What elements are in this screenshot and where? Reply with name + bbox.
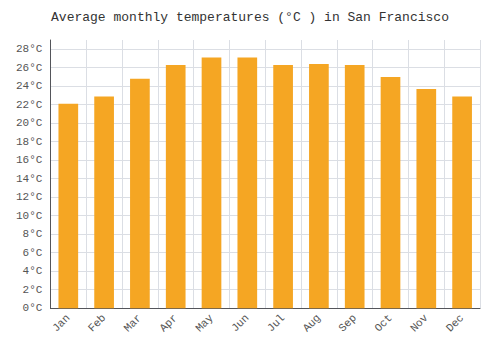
svg-text:Nov: Nov — [408, 312, 431, 335]
svg-text:18°C: 18°C — [16, 136, 43, 148]
svg-text:4°C: 4°C — [23, 265, 43, 277]
svg-text:22°C: 22°C — [16, 99, 43, 111]
svg-text:Jul: Jul — [265, 312, 287, 334]
svg-text:Dec: Dec — [444, 312, 466, 334]
svg-text:14°C: 14°C — [16, 173, 43, 185]
svg-text:Aug: Aug — [301, 312, 323, 334]
svg-text:Jun: Jun — [229, 312, 251, 334]
svg-text:Feb: Feb — [86, 312, 108, 334]
svg-text:12°C: 12°C — [16, 191, 43, 203]
svg-text:Sep: Sep — [336, 312, 358, 334]
svg-text:0°C: 0°C — [23, 302, 43, 314]
svg-text:10°C: 10°C — [16, 210, 43, 222]
svg-text:Oct: Oct — [372, 312, 394, 334]
svg-text:24°C: 24°C — [16, 80, 43, 92]
svg-text:20°C: 20°C — [16, 117, 43, 129]
svg-text:16°C: 16°C — [16, 154, 43, 166]
svg-text:Jan: Jan — [50, 312, 72, 334]
svg-text:8°C: 8°C — [23, 228, 43, 240]
svg-text:Mar: Mar — [122, 312, 144, 334]
svg-text:Apr: Apr — [157, 312, 179, 334]
svg-text:26°C: 26°C — [16, 62, 43, 74]
svg-text:2°C: 2°C — [23, 284, 43, 296]
svg-text:28°C: 28°C — [16, 43, 43, 55]
svg-text:May: May — [193, 312, 216, 335]
svg-text:Average monthly temperatures (: Average monthly temperatures (°C ) in Sa… — [51, 10, 449, 25]
svg-text:6°C: 6°C — [23, 247, 43, 259]
